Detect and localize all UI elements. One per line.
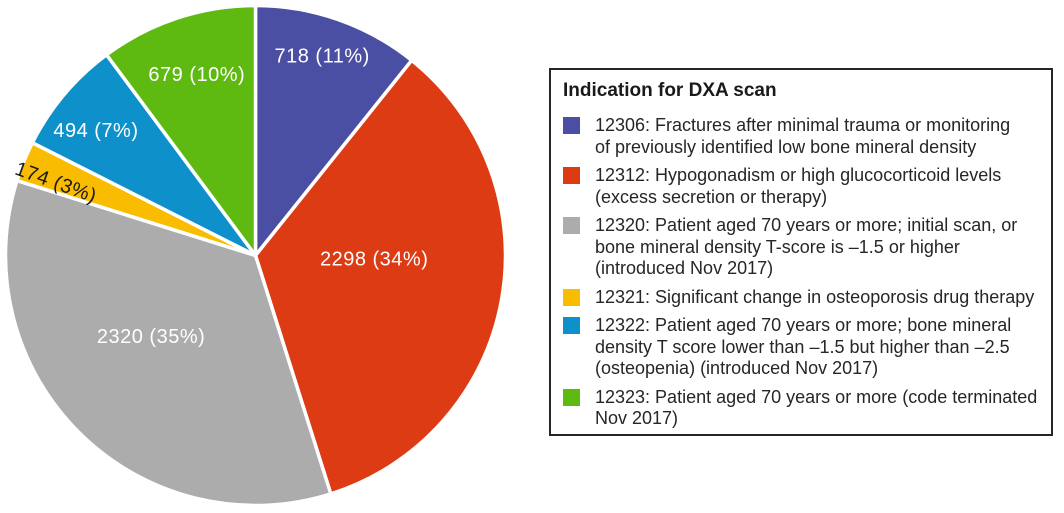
legend-label-12323: 12323: Patient aged 70 years or more (co… (595, 386, 1038, 429)
legend-swatch-12323 (563, 388, 580, 406)
pie-chart: 718 (11%)2298 (34%)2320 (35%)174 (3%)494… (3, 3, 508, 508)
legend-swatch-12312 (563, 167, 580, 184)
slice-label-12306: 718 (11%) (274, 45, 369, 67)
pie-slice-12320 (3, 178, 333, 508)
legend-item-12320: 12320: Patient aged 70 years or more; in… (563, 215, 1039, 280)
slice-label-12320: 2320 (35%) (97, 326, 205, 348)
legend-label-12306: 12306: Fractures after minimal trauma or… (595, 115, 1011, 157)
pie-slice-12323 (104, 3, 258, 258)
legend-label-12321: 12321: Significant change in osteoporosi… (595, 286, 1035, 307)
slice-label-12323: 679 (10%) (148, 64, 245, 86)
legend-swatch-12321 (563, 288, 580, 306)
legend-title: Indication for DXA scan (563, 80, 777, 101)
legend-swatch-12322 (563, 317, 580, 334)
slice-label-12312: 2298 (34%) (320, 249, 428, 271)
legend-box: Indication for DXA scan 12306: Fractures… (549, 68, 1053, 436)
pie-slice-12322 (30, 52, 258, 258)
legend-label-12322: 12322: Patient aged 70 years or more; bo… (595, 315, 1012, 378)
legend-label-12320: 12320: Patient aged 70 years or more; in… (595, 215, 1018, 278)
pie-slice-12306 (253, 3, 414, 258)
legend-item-12312: 12312: Hypogonadism or high glucocortico… (563, 165, 1039, 208)
legend-item-12323: 12323: Patient aged 70 years or more (co… (563, 387, 1039, 430)
legend-swatch-12306 (563, 117, 580, 134)
legend-item-12322: 12322: Patient aged 70 years or more; bo… (563, 315, 1039, 380)
pie-slice-12312 (253, 58, 508, 496)
legend-item-12306: 12306: Fractures after minimal trauma or… (563, 115, 1039, 158)
legend-label-12312: 12312: Hypogonadism or high glucocortico… (595, 165, 1002, 207)
legend-item-12321: 12321: Significant change in osteoporosi… (563, 287, 1039, 309)
legend-items: 12306: Fractures after minimal trauma or… (563, 115, 1039, 430)
legend-swatch-12320 (563, 217, 580, 234)
slice-label-12322: 494 (7%) (53, 120, 138, 142)
